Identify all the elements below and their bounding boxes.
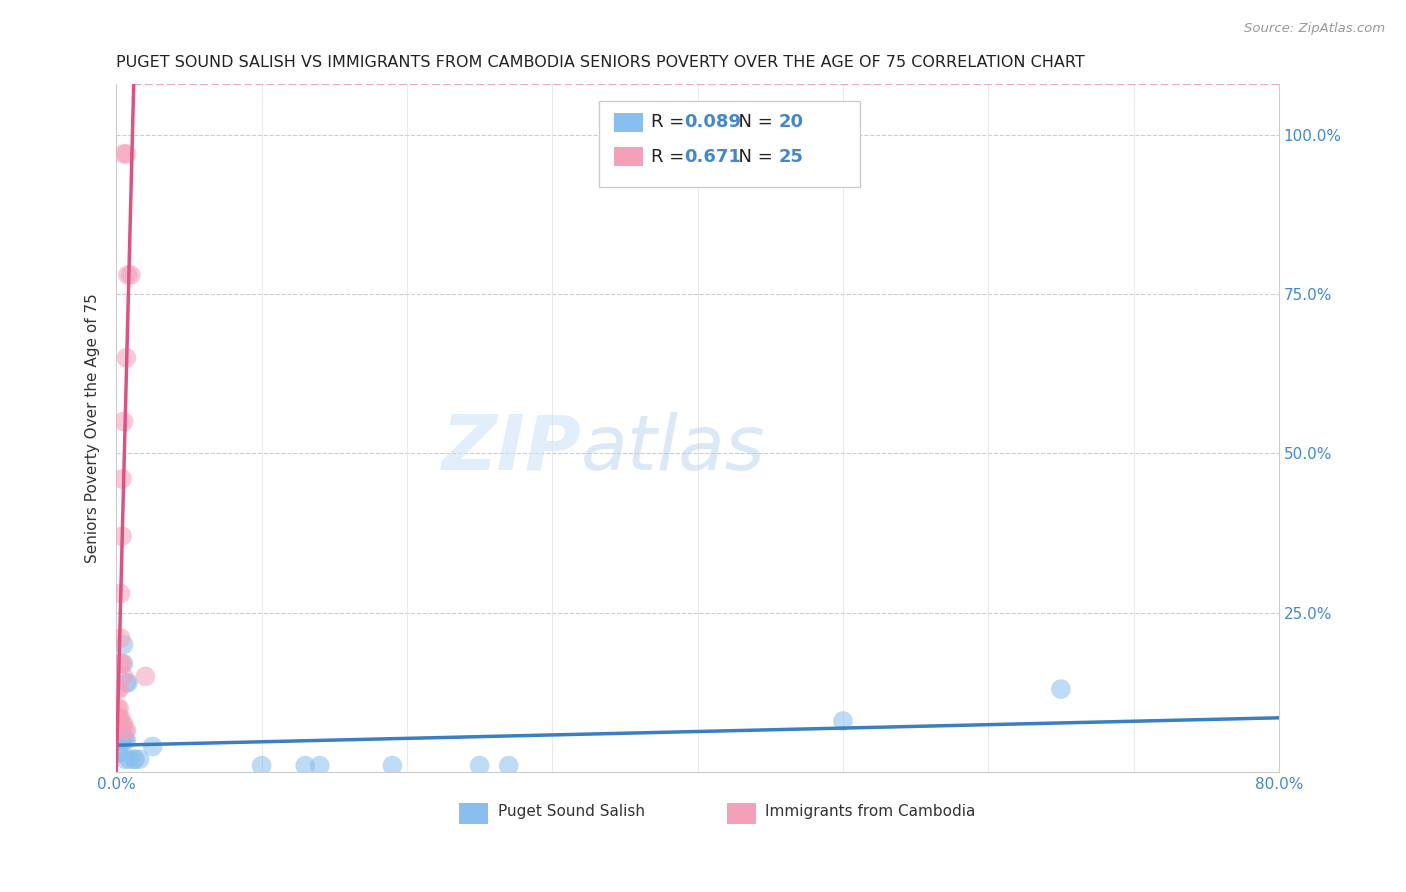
Point — [112, 669, 135, 683]
Point — [107, 727, 129, 741]
Point — [142, 739, 165, 754]
Text: N =: N = — [727, 113, 778, 131]
Text: N =: N = — [727, 148, 778, 166]
FancyBboxPatch shape — [460, 803, 488, 823]
Point — [468, 758, 491, 772]
Text: 0.671: 0.671 — [683, 148, 741, 166]
Point — [110, 733, 132, 747]
Text: atlas: atlas — [581, 411, 766, 485]
Point — [308, 758, 330, 772]
Point — [294, 758, 316, 772]
Point — [832, 714, 855, 728]
Text: R =: R = — [651, 113, 690, 131]
Point — [111, 657, 134, 671]
Point — [107, 733, 129, 747]
Point — [107, 711, 129, 725]
Point — [108, 682, 131, 697]
Point — [110, 631, 132, 645]
Point — [108, 746, 131, 760]
FancyBboxPatch shape — [599, 101, 860, 187]
Text: ZIP: ZIP — [441, 411, 581, 485]
Point — [112, 638, 135, 652]
Text: Puget Sound Salish: Puget Sound Salish — [498, 805, 644, 820]
Point — [115, 351, 138, 365]
Point — [108, 727, 131, 741]
Point — [498, 758, 520, 772]
Point — [115, 733, 138, 747]
Point — [107, 746, 129, 760]
Point — [128, 752, 150, 766]
Point — [108, 701, 131, 715]
Point — [250, 758, 273, 772]
Point — [108, 720, 131, 734]
FancyBboxPatch shape — [727, 803, 756, 823]
Text: Immigrants from Cambodia: Immigrants from Cambodia — [765, 805, 976, 820]
Point — [110, 720, 132, 734]
Point — [114, 723, 136, 738]
Point — [112, 733, 135, 747]
Point — [134, 669, 156, 683]
Point — [111, 727, 134, 741]
Point — [110, 711, 132, 725]
Text: 20: 20 — [779, 113, 804, 131]
Point — [112, 415, 135, 429]
Point — [120, 268, 142, 282]
Point — [117, 675, 139, 690]
Point — [118, 752, 141, 766]
Point — [111, 529, 134, 543]
Point — [110, 586, 132, 600]
Point — [107, 701, 129, 715]
Point — [381, 758, 404, 772]
Point — [114, 733, 136, 747]
Point — [111, 472, 134, 486]
Point — [117, 268, 139, 282]
Point — [115, 147, 138, 161]
Text: R =: R = — [651, 148, 690, 166]
Point — [1050, 682, 1073, 697]
Text: PUGET SOUND SALISH VS IMMIGRANTS FROM CAMBODIA SENIORS POVERTY OVER THE AGE OF 7: PUGET SOUND SALISH VS IMMIGRANTS FROM CA… — [117, 55, 1085, 70]
Point — [108, 711, 131, 725]
Text: 0.089: 0.089 — [683, 113, 741, 131]
Y-axis label: Seniors Poverty Over the Age of 75: Seniors Poverty Over the Age of 75 — [86, 293, 100, 563]
Point — [115, 675, 138, 690]
Point — [108, 733, 131, 747]
Point — [107, 682, 129, 697]
Point — [124, 752, 146, 766]
Point — [110, 727, 132, 741]
Point — [115, 723, 138, 738]
Text: Source: ZipAtlas.com: Source: ZipAtlas.com — [1244, 22, 1385, 36]
Point — [112, 657, 135, 671]
FancyBboxPatch shape — [614, 112, 643, 132]
Point — [111, 717, 134, 731]
FancyBboxPatch shape — [614, 147, 643, 167]
Point — [112, 717, 135, 731]
Point — [112, 147, 135, 161]
Point — [122, 752, 145, 766]
Point — [111, 733, 134, 747]
Point — [114, 752, 136, 766]
Text: 25: 25 — [779, 148, 804, 166]
Point — [110, 657, 132, 671]
